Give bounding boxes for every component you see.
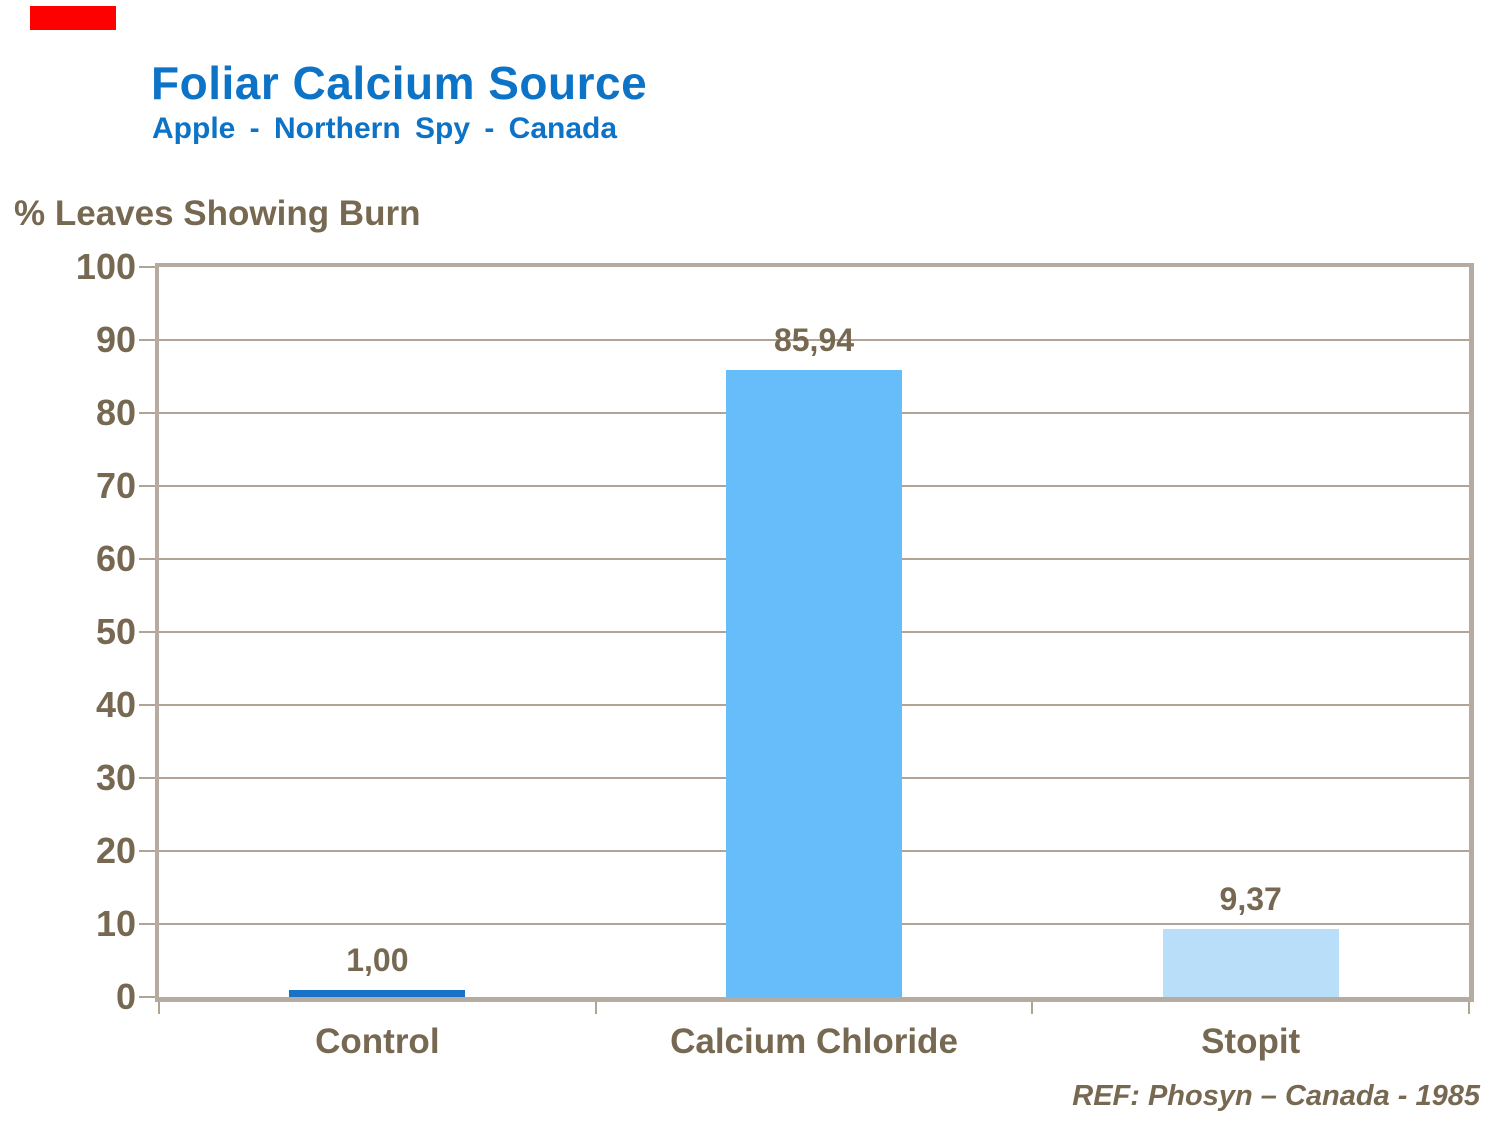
x-axis-tick-marks	[158, 1002, 1470, 1016]
x-boundary-tick-0	[158, 1002, 160, 1014]
y-axis-tick-marks	[139, 266, 155, 998]
reference-note: REF: Phosyn – Canada - 1985	[1072, 1080, 1480, 1112]
y-tick-label-60: 60	[95, 538, 136, 579]
bar-value-label: 1,00	[346, 941, 409, 978]
x-boundary-tick-3	[1468, 1002, 1470, 1014]
plot-area: 1,00 85,94 9,37	[155, 263, 1474, 1002]
y-tick-mark-20	[139, 850, 155, 852]
bar-stopit	[1162, 928, 1339, 997]
y-tick-label-0: 0	[115, 976, 136, 1017]
y-tick-mark-90	[139, 339, 155, 341]
y-tick-mark-30	[139, 777, 155, 779]
bar-control	[289, 989, 466, 997]
y-tick-label-20: 20	[95, 830, 136, 871]
y-tick-mark-40	[139, 704, 155, 706]
y-tick-mark-100	[139, 266, 155, 268]
bar-calcium-chloride	[726, 369, 902, 997]
x-boundary-tick-2	[1031, 1002, 1034, 1014]
bar-value-label: 9,37	[1219, 880, 1282, 917]
y-tick-mark-10	[139, 923, 155, 925]
y-axis-tick-labels: 0 10 20 30 40 50 60 70 80 90 100	[20, 249, 136, 1015]
x-boundary-tick-1	[594, 1002, 597, 1014]
y-tick-mark-80	[139, 412, 155, 414]
y-tick-mark-70	[139, 485, 155, 487]
chart-subtitle: Apple - Northern Spy - Canada	[152, 112, 618, 145]
x-axis-category-labels: Control Calcium Chloride Stopit	[159, 1022, 1469, 1068]
y-tick-mark-50	[139, 631, 155, 633]
y-tick-label-50: 50	[95, 611, 136, 652]
y-tick-mark-0	[139, 996, 155, 998]
y-tick-label-90: 90	[95, 319, 136, 360]
y-tick-label-100: 100	[75, 246, 136, 287]
y-tick-label-40: 40	[95, 684, 136, 725]
category-label-calcium-chloride: Calcium Chloride	[670, 1022, 958, 1061]
y-tick-mark-60	[139, 558, 155, 560]
category-label-stopit: Stopit	[1201, 1022, 1301, 1061]
red-annotation-box	[30, 6, 116, 30]
y-tick-label-30: 30	[95, 757, 136, 798]
y-tick-label-70: 70	[95, 465, 136, 506]
y-axis-title: % Leaves Showing Burn	[14, 194, 421, 233]
chart-title: Foliar Calcium Source	[151, 57, 648, 109]
y-tick-label-80: 80	[95, 392, 136, 433]
category-label-control: Control	[315, 1022, 440, 1061]
gridline-90	[159, 339, 1469, 341]
bar-value-label: 85,94	[773, 321, 855, 358]
y-tick-label-10: 10	[95, 903, 136, 944]
